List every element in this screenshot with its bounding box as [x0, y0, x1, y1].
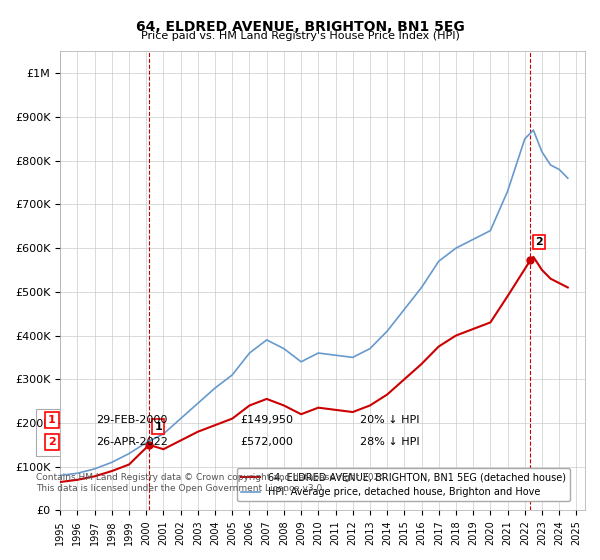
Text: Contains HM Land Registry data © Crown copyright and database right 2024.
This d: Contains HM Land Registry data © Crown c…	[36, 473, 388, 493]
Text: 28% ↓ HPI: 28% ↓ HPI	[360, 437, 419, 447]
Text: 29-FEB-2000: 29-FEB-2000	[96, 415, 167, 425]
Text: 64, ELDRED AVENUE, BRIGHTON, BN1 5EG: 64, ELDRED AVENUE, BRIGHTON, BN1 5EG	[136, 20, 464, 34]
Text: 20% ↓ HPI: 20% ↓ HPI	[360, 415, 419, 425]
Text: £572,000: £572,000	[240, 437, 293, 447]
Text: £149,950: £149,950	[240, 415, 293, 425]
Text: 2: 2	[48, 437, 56, 447]
Text: 1: 1	[154, 422, 162, 432]
Text: 26-APR-2022: 26-APR-2022	[96, 437, 168, 447]
Text: 1: 1	[48, 415, 56, 425]
Text: 2: 2	[535, 237, 543, 247]
Legend: 64, ELDRED AVENUE, BRIGHTON, BN1 5EG (detached house), HPI: Average price, detac: 64, ELDRED AVENUE, BRIGHTON, BN1 5EG (de…	[236, 468, 569, 501]
Text: Price paid vs. HM Land Registry's House Price Index (HPI): Price paid vs. HM Land Registry's House …	[140, 31, 460, 41]
